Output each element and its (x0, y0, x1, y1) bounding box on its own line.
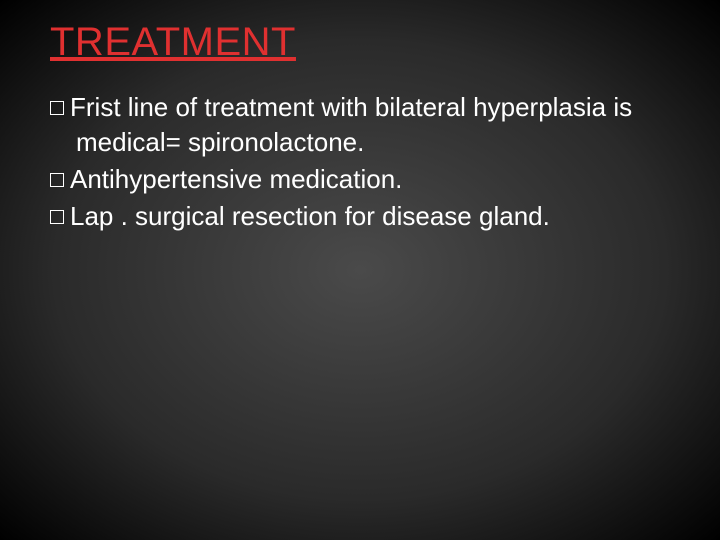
bullet-item: Frist line of treatment with bilateral h… (50, 90, 670, 160)
square-bullet-icon (50, 173, 64, 187)
bullet-item: Antihypertensive medication. (50, 162, 670, 197)
bullet-text: Frist line of treatment with bilateral h… (70, 92, 632, 157)
slide-content: Frist line of treatment with bilateral h… (50, 90, 670, 234)
bullet-text: Lap . surgical resection for disease gla… (70, 201, 550, 231)
bullet-text: Antihypertensive medication. (70, 164, 402, 194)
square-bullet-icon (50, 101, 64, 115)
slide-title: TREATMENT (50, 20, 670, 65)
slide-container: TREATMENT Frist line of treatment with b… (0, 0, 720, 540)
square-bullet-icon (50, 210, 64, 224)
bullet-item: Lap . surgical resection for disease gla… (50, 199, 670, 234)
